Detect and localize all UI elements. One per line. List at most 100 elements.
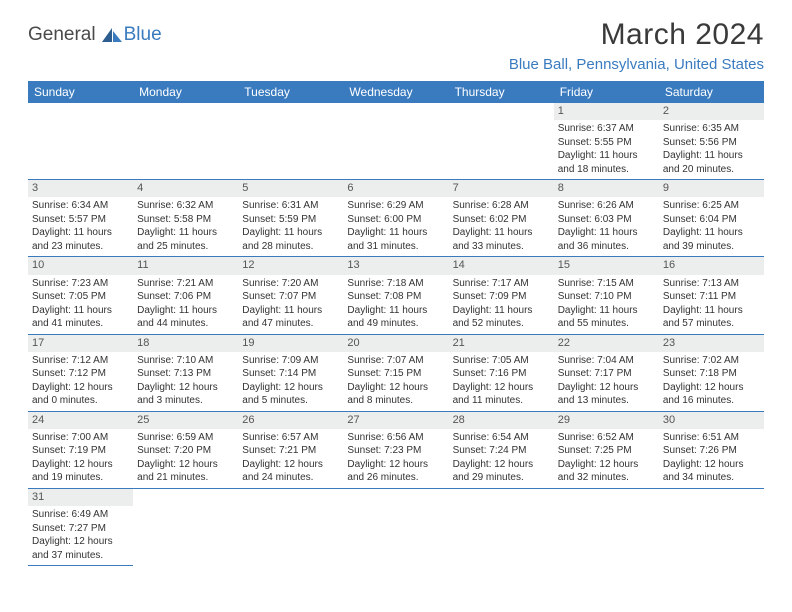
- day-number: 13: [343, 257, 448, 274]
- calendar-cell: 25Sunrise: 6:59 AMSunset: 7:20 PMDayligh…: [133, 411, 238, 488]
- weekday-header: Wednesday: [343, 81, 448, 103]
- calendar-cell: 19Sunrise: 7:09 AMSunset: 7:14 PMDayligh…: [238, 334, 343, 411]
- day-body: Sunrise: 7:21 AMSunset: 7:06 PMDaylight:…: [133, 275, 238, 334]
- calendar-cell: 14Sunrise: 7:17 AMSunset: 7:09 PMDayligh…: [449, 257, 554, 334]
- calendar-cell-empty: [343, 488, 448, 565]
- day-body: Sunrise: 7:17 AMSunset: 7:09 PMDaylight:…: [449, 275, 554, 334]
- day-number: 27: [343, 412, 448, 429]
- day-body: Sunrise: 6:28 AMSunset: 6:02 PMDaylight:…: [449, 197, 554, 256]
- calendar-cell-empty: [28, 103, 133, 180]
- day-number: 10: [28, 257, 133, 274]
- day-number: 28: [449, 412, 554, 429]
- day-body: Sunrise: 7:09 AMSunset: 7:14 PMDaylight:…: [238, 352, 343, 411]
- day-number: 19: [238, 335, 343, 352]
- logo-text-blue: Blue: [124, 24, 162, 46]
- day-body: Sunrise: 6:54 AMSunset: 7:24 PMDaylight:…: [449, 429, 554, 488]
- calendar-cell: 7Sunrise: 6:28 AMSunset: 6:02 PMDaylight…: [449, 180, 554, 257]
- day-number: 7: [449, 180, 554, 197]
- day-number: 29: [554, 412, 659, 429]
- logo: General Blue: [28, 24, 162, 46]
- day-body: Sunrise: 6:32 AMSunset: 5:58 PMDaylight:…: [133, 197, 238, 256]
- calendar-cell: 20Sunrise: 7:07 AMSunset: 7:15 PMDayligh…: [343, 334, 448, 411]
- calendar-cell-empty: [554, 488, 659, 565]
- calendar-cell-empty: [133, 103, 238, 180]
- day-body: Sunrise: 6:59 AMSunset: 7:20 PMDaylight:…: [133, 429, 238, 488]
- header: General Blue March 2024 Blue Ball, Penns…: [28, 18, 764, 73]
- calendar-cell: 27Sunrise: 6:56 AMSunset: 7:23 PMDayligh…: [343, 411, 448, 488]
- day-body: Sunrise: 7:00 AMSunset: 7:19 PMDaylight:…: [28, 429, 133, 488]
- day-body: Sunrise: 6:29 AMSunset: 6:00 PMDaylight:…: [343, 197, 448, 256]
- location: Blue Ball, Pennsylvania, United States: [509, 56, 764, 73]
- sail-icon: [100, 26, 124, 44]
- day-number: 9: [659, 180, 764, 197]
- day-number: 4: [133, 180, 238, 197]
- day-number: 31: [28, 489, 133, 506]
- day-number: 26: [238, 412, 343, 429]
- day-number: 24: [28, 412, 133, 429]
- calendar-cell: 22Sunrise: 7:04 AMSunset: 7:17 PMDayligh…: [554, 334, 659, 411]
- calendar-cell: 16Sunrise: 7:13 AMSunset: 7:11 PMDayligh…: [659, 257, 764, 334]
- calendar-body: 1Sunrise: 6:37 AMSunset: 5:55 PMDaylight…: [28, 103, 764, 566]
- weekday-header: Saturday: [659, 81, 764, 103]
- weekday-header: Tuesday: [238, 81, 343, 103]
- calendar-cell: 12Sunrise: 7:20 AMSunset: 7:07 PMDayligh…: [238, 257, 343, 334]
- calendar-cell: 11Sunrise: 7:21 AMSunset: 7:06 PMDayligh…: [133, 257, 238, 334]
- day-body: Sunrise: 6:56 AMSunset: 7:23 PMDaylight:…: [343, 429, 448, 488]
- day-body: Sunrise: 7:18 AMSunset: 7:08 PMDaylight:…: [343, 275, 448, 334]
- day-number: 11: [133, 257, 238, 274]
- calendar-cell: 17Sunrise: 7:12 AMSunset: 7:12 PMDayligh…: [28, 334, 133, 411]
- calendar-cell: 29Sunrise: 6:52 AMSunset: 7:25 PMDayligh…: [554, 411, 659, 488]
- calendar-cell: 2Sunrise: 6:35 AMSunset: 5:56 PMDaylight…: [659, 103, 764, 180]
- calendar-cell: 1Sunrise: 6:37 AMSunset: 5:55 PMDaylight…: [554, 103, 659, 180]
- day-number: 30: [659, 412, 764, 429]
- day-body: Sunrise: 7:13 AMSunset: 7:11 PMDaylight:…: [659, 275, 764, 334]
- calendar-cell: 4Sunrise: 6:32 AMSunset: 5:58 PMDaylight…: [133, 180, 238, 257]
- calendar-cell: 26Sunrise: 6:57 AMSunset: 7:21 PMDayligh…: [238, 411, 343, 488]
- day-number: 8: [554, 180, 659, 197]
- calendar-cell-empty: [343, 103, 448, 180]
- calendar-cell: 9Sunrise: 6:25 AMSunset: 6:04 PMDaylight…: [659, 180, 764, 257]
- day-number: 15: [554, 257, 659, 274]
- calendar-cell: 5Sunrise: 6:31 AMSunset: 5:59 PMDaylight…: [238, 180, 343, 257]
- calendar-cell: 21Sunrise: 7:05 AMSunset: 7:16 PMDayligh…: [449, 334, 554, 411]
- day-number: 21: [449, 335, 554, 352]
- day-number: 2: [659, 103, 764, 120]
- day-body: Sunrise: 6:52 AMSunset: 7:25 PMDaylight:…: [554, 429, 659, 488]
- day-number: 3: [28, 180, 133, 197]
- day-body: Sunrise: 7:12 AMSunset: 7:12 PMDaylight:…: [28, 352, 133, 411]
- day-body: Sunrise: 7:02 AMSunset: 7:18 PMDaylight:…: [659, 352, 764, 411]
- day-body: Sunrise: 7:10 AMSunset: 7:13 PMDaylight:…: [133, 352, 238, 411]
- calendar-cell: 24Sunrise: 7:00 AMSunset: 7:19 PMDayligh…: [28, 411, 133, 488]
- day-body: Sunrise: 6:57 AMSunset: 7:21 PMDaylight:…: [238, 429, 343, 488]
- title-block: March 2024 Blue Ball, Pennsylvania, Unit…: [509, 18, 764, 73]
- day-body: Sunrise: 7:07 AMSunset: 7:15 PMDaylight:…: [343, 352, 448, 411]
- day-body: Sunrise: 7:20 AMSunset: 7:07 PMDaylight:…: [238, 275, 343, 334]
- day-number: 12: [238, 257, 343, 274]
- day-number: 23: [659, 335, 764, 352]
- weekday-header: Monday: [133, 81, 238, 103]
- calendar-cell-empty: [659, 488, 764, 565]
- calendar-cell: 23Sunrise: 7:02 AMSunset: 7:18 PMDayligh…: [659, 334, 764, 411]
- calendar-cell: 15Sunrise: 7:15 AMSunset: 7:10 PMDayligh…: [554, 257, 659, 334]
- calendar-cell-empty: [449, 488, 554, 565]
- calendar-cell: 3Sunrise: 6:34 AMSunset: 5:57 PMDaylight…: [28, 180, 133, 257]
- day-body: Sunrise: 7:15 AMSunset: 7:10 PMDaylight:…: [554, 275, 659, 334]
- day-number: 17: [28, 335, 133, 352]
- day-body: Sunrise: 7:04 AMSunset: 7:17 PMDaylight:…: [554, 352, 659, 411]
- day-number: 22: [554, 335, 659, 352]
- day-number: 6: [343, 180, 448, 197]
- day-body: Sunrise: 6:51 AMSunset: 7:26 PMDaylight:…: [659, 429, 764, 488]
- calendar-cell: 18Sunrise: 7:10 AMSunset: 7:13 PMDayligh…: [133, 334, 238, 411]
- calendar-table: SundayMondayTuesdayWednesdayThursdayFrid…: [28, 81, 764, 566]
- calendar-cell: 6Sunrise: 6:29 AMSunset: 6:00 PMDaylight…: [343, 180, 448, 257]
- day-body: Sunrise: 6:25 AMSunset: 6:04 PMDaylight:…: [659, 197, 764, 256]
- weekday-header: Friday: [554, 81, 659, 103]
- day-number: 18: [133, 335, 238, 352]
- day-body: Sunrise: 6:35 AMSunset: 5:56 PMDaylight:…: [659, 120, 764, 179]
- day-number: 14: [449, 257, 554, 274]
- calendar-cell: 31Sunrise: 6:49 AMSunset: 7:27 PMDayligh…: [28, 488, 133, 565]
- day-number: 20: [343, 335, 448, 352]
- day-number: 5: [238, 180, 343, 197]
- day-body: Sunrise: 6:31 AMSunset: 5:59 PMDaylight:…: [238, 197, 343, 256]
- day-body: Sunrise: 6:34 AMSunset: 5:57 PMDaylight:…: [28, 197, 133, 256]
